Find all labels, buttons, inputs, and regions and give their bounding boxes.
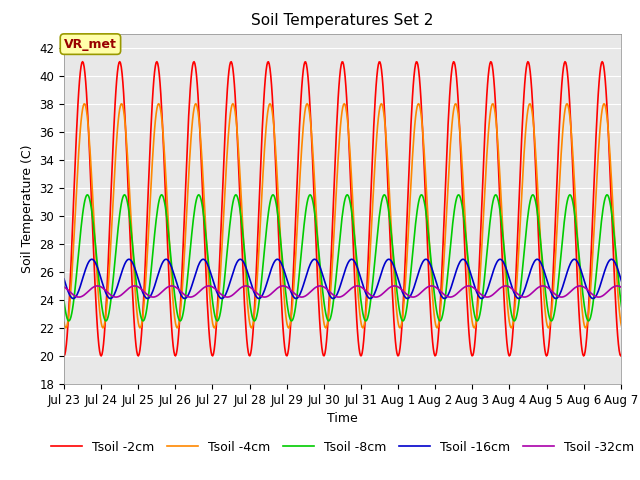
Tsoil -8cm <box>458 198 465 204</box>
Tsoil -16cm <box>131 264 138 270</box>
Tsoil -16cm <box>269 262 277 267</box>
Tsoil -2cm <box>423 237 431 242</box>
Tsoil -32cm <box>292 292 300 298</box>
Tsoil -8cm <box>195 192 203 198</box>
Tsoil -8cm <box>241 247 248 253</box>
Tsoil -16cm <box>240 259 248 265</box>
Tsoil -2cm <box>269 107 277 112</box>
Tsoil -8cm <box>130 254 138 260</box>
Tsoil -2cm <box>131 324 138 330</box>
Line: Tsoil -8cm: Tsoil -8cm <box>64 195 640 321</box>
Tsoil -2cm <box>456 144 464 149</box>
Line: Tsoil -2cm: Tsoil -2cm <box>64 61 640 356</box>
Tsoil -32cm <box>130 283 138 289</box>
Tsoil -4cm <box>424 216 432 222</box>
Tsoil -16cm <box>423 257 431 263</box>
Text: VR_met: VR_met <box>64 37 117 50</box>
Tsoil -8cm <box>424 226 432 232</box>
Tsoil -2cm <box>79 59 86 64</box>
Tsoil -16cm <box>456 258 464 264</box>
Tsoil -8cm <box>214 318 221 324</box>
Tsoil -4cm <box>458 148 465 154</box>
Tsoil -16cm <box>60 276 68 282</box>
Tsoil -16cm <box>292 296 300 301</box>
Tsoil -4cm <box>60 320 68 325</box>
Tsoil -32cm <box>241 283 248 289</box>
Tsoil -32cm <box>60 284 68 290</box>
Tsoil -4cm <box>268 109 276 115</box>
Line: Tsoil -16cm: Tsoil -16cm <box>64 259 640 299</box>
Tsoil -16cm <box>70 296 77 301</box>
Line: Tsoil -32cm: Tsoil -32cm <box>64 286 640 297</box>
X-axis label: Time: Time <box>327 412 358 425</box>
Tsoil -4cm <box>292 256 300 262</box>
Tsoil -4cm <box>239 226 246 232</box>
Tsoil -2cm <box>240 285 248 290</box>
Tsoil -2cm <box>292 217 300 223</box>
Tsoil -8cm <box>292 299 300 304</box>
Tsoil -8cm <box>60 298 68 304</box>
Tsoil -4cm <box>285 325 292 331</box>
Tsoil -32cm <box>168 283 175 289</box>
Tsoil -32cm <box>186 294 194 300</box>
Title: Soil Temperatures Set 2: Soil Temperatures Set 2 <box>252 13 433 28</box>
Tsoil -2cm <box>60 353 68 359</box>
Line: Tsoil -4cm: Tsoil -4cm <box>64 104 640 328</box>
Tsoil -32cm <box>424 284 432 290</box>
Legend: Tsoil -2cm, Tsoil -4cm, Tsoil -8cm, Tsoil -16cm, Tsoil -32cm: Tsoil -2cm, Tsoil -4cm, Tsoil -8cm, Tsoi… <box>45 436 639 459</box>
Tsoil -32cm <box>270 288 278 294</box>
Tsoil -4cm <box>303 101 311 107</box>
Tsoil -4cm <box>130 265 138 271</box>
Y-axis label: Soil Temperature (C): Soil Temperature (C) <box>20 144 34 273</box>
Tsoil -8cm <box>270 192 278 198</box>
Tsoil -32cm <box>458 287 465 293</box>
